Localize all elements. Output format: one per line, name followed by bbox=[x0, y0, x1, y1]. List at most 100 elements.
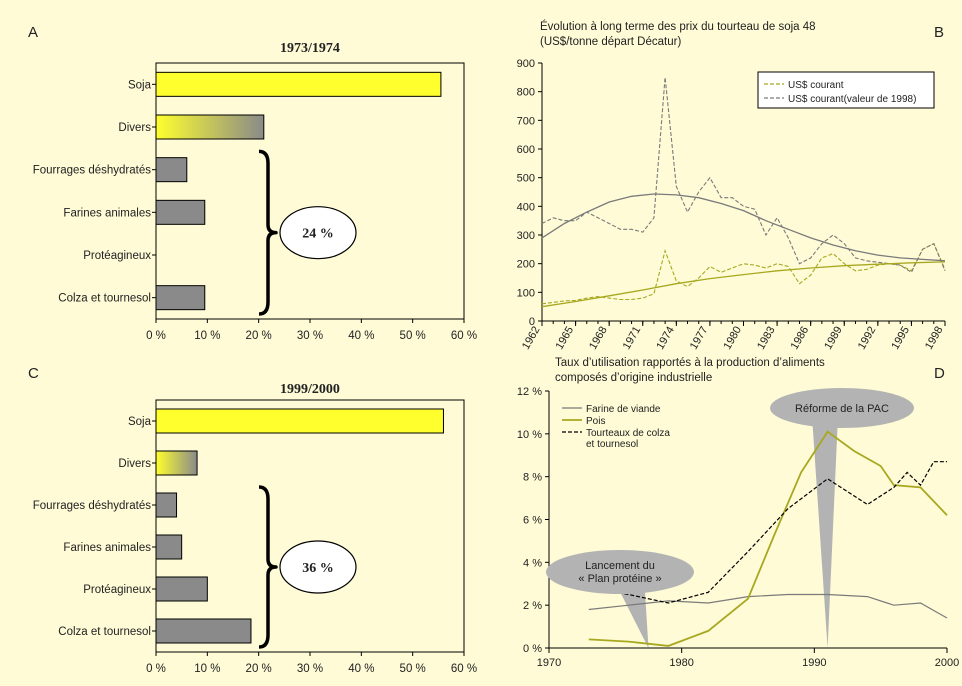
panel-letter-c: C bbox=[28, 365, 39, 382]
series-line-2 bbox=[541, 193, 946, 262]
x-tick-label: 1986 bbox=[789, 325, 812, 352]
y-tick-label: 800 bbox=[517, 87, 535, 99]
x-tick-label: 1971 bbox=[621, 325, 644, 352]
panel-d-line-chart: Taux d’utilisation rapportés à la produc… bbox=[517, 357, 959, 669]
annotation-label: Réforme de la PAC bbox=[795, 403, 889, 415]
panel-letter-b: B bbox=[934, 24, 944, 41]
callout-bubble bbox=[770, 388, 914, 428]
x-tick-label: 30 % bbox=[297, 330, 323, 342]
y-tick-label: 300 bbox=[517, 230, 535, 242]
legend-box bbox=[757, 71, 935, 109]
y-tick-label: 900 bbox=[517, 58, 535, 70]
y-tick-label: 500 bbox=[517, 173, 535, 185]
x-tick-label: 40 % bbox=[348, 663, 374, 675]
chart-title: 1999/2000 bbox=[280, 382, 340, 397]
y-tick-label: 600 bbox=[517, 144, 535, 156]
bar-soja bbox=[155, 408, 444, 434]
y-tick-label: 200 bbox=[517, 259, 535, 271]
series-line-1 bbox=[588, 430, 948, 647]
x-tick-label: 60 % bbox=[451, 330, 477, 342]
total-ellipse bbox=[279, 206, 357, 260]
bar-fourrages-d-shydrat-s bbox=[155, 492, 178, 518]
category-label: Colza et tournesol bbox=[58, 626, 151, 638]
category-label: Farines animales bbox=[63, 542, 151, 554]
x-tick-label: 1968 bbox=[587, 325, 610, 352]
bar-divers bbox=[155, 450, 198, 476]
legend-label: Farine de viande bbox=[586, 404, 661, 415]
legend-label: et tournesol bbox=[586, 439, 638, 450]
y-tick-label: 4 % bbox=[523, 557, 542, 569]
x-tick-label: 1970 bbox=[537, 657, 561, 669]
bar-prot-agineux bbox=[155, 576, 208, 602]
panel-letter-d: D bbox=[934, 365, 945, 382]
x-tick-label: 1995 bbox=[889, 325, 912, 352]
x-tick-label: 1980 bbox=[669, 657, 693, 669]
x-tick-label: 2000 bbox=[935, 657, 959, 669]
series-line-1 bbox=[541, 77, 946, 274]
category-label: Colza et tournesol bbox=[58, 293, 151, 305]
x-tick-label: 1974 bbox=[654, 325, 677, 352]
bar-colza-et-tournesol bbox=[155, 285, 206, 311]
x-tick-label: 1998 bbox=[923, 325, 946, 352]
x-tick-label: 10 % bbox=[194, 663, 220, 675]
plot-frame bbox=[155, 62, 465, 320]
x-tick-label: 40 % bbox=[348, 330, 374, 342]
x-tick-label: 30 % bbox=[297, 663, 323, 675]
series-line-2 bbox=[588, 461, 947, 604]
legend-label: Tourteaux de colza bbox=[586, 428, 670, 439]
total-label: 36 % bbox=[302, 561, 334, 576]
x-tick-label: 1980 bbox=[721, 325, 744, 352]
x-tick-label: 1992 bbox=[856, 325, 879, 352]
y-tick-label: 8 % bbox=[523, 472, 542, 484]
x-tick-label: 1965 bbox=[554, 325, 577, 352]
legend-label: US$ courant(valeur de 1998) bbox=[788, 94, 916, 105]
y-tick-label: 6 % bbox=[523, 515, 542, 527]
category-label: Soja bbox=[128, 79, 152, 91]
chart-subtitle: composés d’origine industrielle bbox=[555, 372, 712, 384]
legend-label: US$ courant bbox=[788, 80, 844, 91]
callout-wedge bbox=[612, 576, 649, 648]
x-tick-label: 50 % bbox=[400, 330, 426, 342]
chart-title: Taux d’utilisation rapportés à la produc… bbox=[555, 357, 825, 369]
callout-bubble bbox=[546, 550, 694, 594]
brace bbox=[258, 149, 278, 316]
x-tick-label: 20 % bbox=[246, 663, 272, 675]
annotation-label: « Plan protéine » bbox=[578, 573, 661, 585]
x-tick-label: 1977 bbox=[688, 325, 711, 352]
total-label: 24 % bbox=[302, 227, 334, 242]
y-tick-label: 400 bbox=[517, 201, 535, 213]
bar-divers bbox=[155, 114, 265, 140]
x-tick-label: 0 % bbox=[146, 663, 166, 675]
category-label: Soja bbox=[128, 416, 152, 428]
category-label: Protéagineux bbox=[83, 250, 151, 262]
x-tick-label: 60 % bbox=[451, 663, 477, 675]
x-tick-label: 1989 bbox=[822, 325, 845, 352]
category-label: Fourrages déshydratés bbox=[33, 500, 152, 512]
bar-colza-et-tournesol bbox=[155, 618, 252, 644]
y-tick-label: 10 % bbox=[517, 429, 542, 441]
chart-subtitle: (US$/tonne départ Décatur) bbox=[540, 36, 681, 48]
category-label: Fourrages déshydratés bbox=[33, 165, 152, 177]
plot-frame bbox=[155, 399, 465, 653]
y-tick-label: 700 bbox=[517, 115, 535, 127]
category-label: Farines animales bbox=[63, 207, 151, 219]
legend-label: Pois bbox=[586, 416, 605, 427]
x-tick-label: 10 % bbox=[194, 330, 220, 342]
bar-farines-animales bbox=[155, 199, 206, 225]
bar-fourrages-d-shydrat-s bbox=[155, 157, 188, 183]
series-line-0 bbox=[588, 593, 948, 619]
panel-c-bar-chart: 1999/2000 Soja Divers Fourrages déshydraté… bbox=[33, 382, 477, 675]
x-tick-label: 20 % bbox=[246, 330, 272, 342]
panel-letter-a: A bbox=[28, 24, 38, 41]
y-tick-label: 0 bbox=[529, 316, 535, 328]
chart-title: Évolution à long terme des prix du tourt… bbox=[540, 20, 816, 33]
y-tick-label: 2 % bbox=[523, 600, 542, 612]
x-tick-label: 1990 bbox=[802, 657, 826, 669]
category-label: Protéagineux bbox=[83, 584, 151, 596]
panel-a-bar-chart: 1973/1974 Soja Divers Fourrages déshydraté… bbox=[33, 41, 477, 342]
series-line-3 bbox=[541, 261, 946, 308]
series-line-0 bbox=[541, 242, 946, 305]
x-tick-label: 1962 bbox=[520, 325, 543, 352]
callout-wedge bbox=[812, 416, 838, 648]
